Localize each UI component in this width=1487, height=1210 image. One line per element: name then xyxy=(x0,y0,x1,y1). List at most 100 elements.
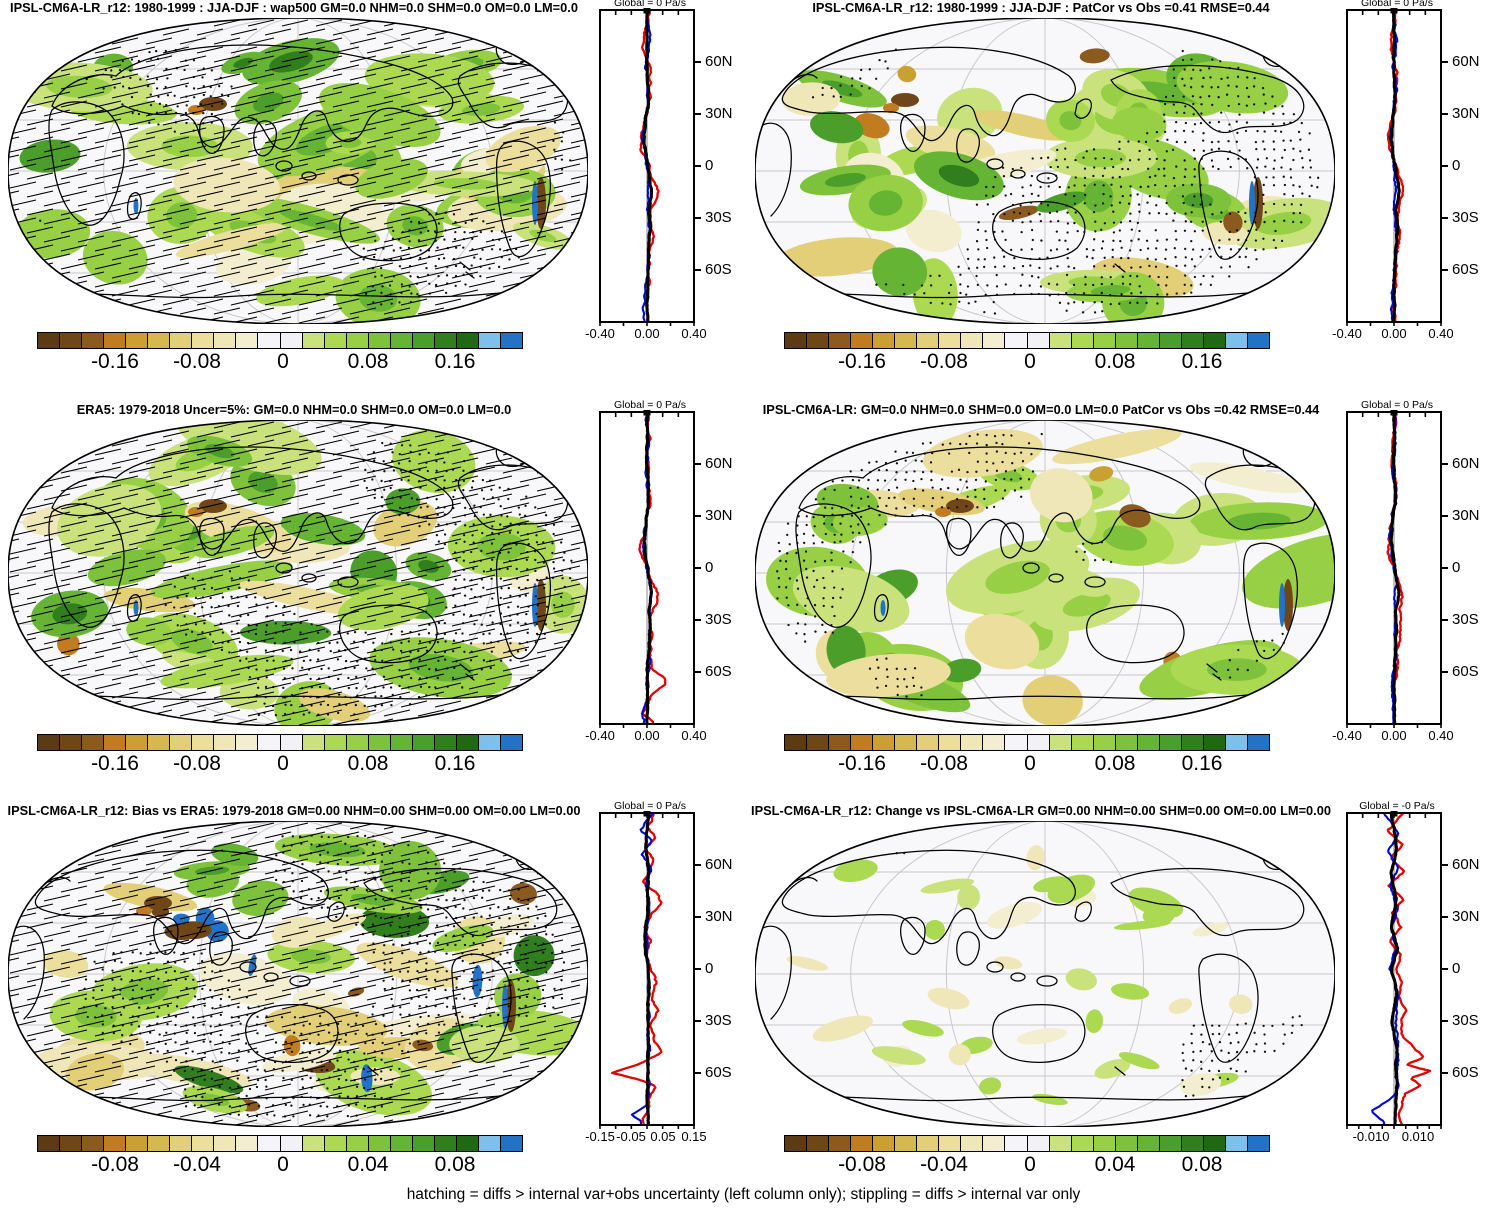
colorbar-cell xyxy=(499,734,524,751)
colorbar-cell xyxy=(1092,332,1116,349)
colorbar-cell xyxy=(411,332,435,349)
colorbar-tick-label: 0.16 xyxy=(434,752,476,775)
colorbar-cell xyxy=(323,1135,347,1152)
profile-axis-label: 0.00 xyxy=(1381,728,1407,743)
colorbar-cell xyxy=(257,734,281,751)
latitude-tick-label: 30S xyxy=(1452,209,1479,226)
colorbar-cell xyxy=(1158,1135,1182,1152)
colorbar-tick-label: 0.08 xyxy=(434,1153,476,1176)
zonal-mean-profile xyxy=(1346,811,1448,1129)
colorbar-cell xyxy=(916,734,940,751)
panel-bottom-right: IPSL-CM6A-LR_r12: Change vs IPSL-CM6A-LR… xyxy=(747,800,1487,1203)
colorbar-cell xyxy=(213,332,237,349)
colorbar-cell xyxy=(169,734,193,751)
colorbar-tick-label: 0 xyxy=(1024,350,1036,373)
colorbar-cell xyxy=(81,734,105,751)
latitude-tick-label: 60N xyxy=(705,455,733,472)
profile-axis-label: -0.15 xyxy=(585,1129,615,1144)
latitude-tick-label: 30N xyxy=(705,105,733,122)
colorbar-cell xyxy=(982,332,1006,349)
colorbar-cell xyxy=(1180,1135,1204,1152)
colorbar-cell xyxy=(784,332,808,349)
panel-middle-right: IPSL-CM6A-LR: GM=0.0 NHM=0.0 SHM=0.0 OM=… xyxy=(747,399,1487,802)
panel-title: IPSL-CM6A-LR: GM=0.0 NHM=0.0 SHM=0.0 OM=… xyxy=(762,402,1320,417)
colorbar-cell xyxy=(389,734,413,751)
colorbar-cell xyxy=(1026,332,1050,349)
colorbar-cell xyxy=(323,332,347,349)
colorbar-cell xyxy=(257,1135,281,1152)
profile-global-label: Global = 0 Pa/s xyxy=(1360,399,1434,411)
colorbar-cell xyxy=(301,1135,325,1152)
colorbar-cell xyxy=(806,332,830,349)
profile-axis-label: -0.40 xyxy=(1332,728,1362,743)
world-map xyxy=(755,821,1335,1127)
colorbar-tick-label: 0 xyxy=(277,1153,289,1176)
panel-top-left: IPSL-CM6A-LR_r12: 1980-1999 : JJA-DJF : … xyxy=(0,0,747,400)
zonal-mean-profile xyxy=(599,811,701,1129)
colorbar-cell xyxy=(169,332,193,349)
colorbar-cell xyxy=(169,1135,193,1152)
colorbar-cell xyxy=(279,734,303,751)
profile-axis-label: 0.010 xyxy=(1401,1129,1435,1144)
zonal-mean-profile xyxy=(599,410,701,728)
latitude-tick-label: 0 xyxy=(705,960,714,977)
colorbar-cell xyxy=(411,1135,435,1152)
colorbar-cell xyxy=(37,332,61,349)
colorbar-tick-label: -0.16 xyxy=(91,752,139,775)
colorbar-cell xyxy=(894,332,918,349)
colorbar-cell xyxy=(850,1135,874,1152)
colorbar-cell xyxy=(828,734,852,751)
colorbar-cell xyxy=(894,734,918,751)
colorbar-cell xyxy=(389,1135,413,1152)
colorbar-cell xyxy=(345,734,369,751)
profile-axis-label: 0.00 xyxy=(634,728,660,743)
colorbar-tick-label: 0.08 xyxy=(347,350,389,373)
colorbar-cell xyxy=(455,332,479,349)
profile-global-label: Global = 0 Pa/s xyxy=(1360,0,1434,9)
colorbar-cell xyxy=(455,734,479,751)
colorbar-cell xyxy=(477,734,501,751)
profile-global-label: Global = 0 Pa/s xyxy=(613,800,687,812)
colorbar-cell xyxy=(213,1135,237,1152)
latitude-tick-label: 60N xyxy=(1452,53,1480,70)
profile-axis-label: 0.00 xyxy=(1381,326,1407,341)
colorbar-tick-label: 0.16 xyxy=(1181,752,1223,775)
latitude-tick-label: 0 xyxy=(1452,559,1461,576)
colorbar-cell xyxy=(960,734,984,751)
colorbar-cell xyxy=(1092,734,1116,751)
colorbar-cell xyxy=(1026,734,1050,751)
panel-middle-left: ERA5: 1979-2018 Uncer=5%: GM=0.0 NHM=0.0… xyxy=(0,399,747,802)
colorbar-cell xyxy=(1224,1135,1248,1152)
colorbar-cell xyxy=(257,332,281,349)
latitude-tick-label: 0 xyxy=(1452,157,1461,174)
colorbar-cell xyxy=(1048,332,1072,349)
latitude-tick-label: 0 xyxy=(1452,960,1461,977)
colorbar-cell xyxy=(301,734,325,751)
profile-axis-label: 0.40 xyxy=(681,728,707,743)
colorbar-cell xyxy=(147,734,171,751)
colorbar-cell xyxy=(191,332,215,349)
world-map xyxy=(8,821,588,1127)
colorbar-cell xyxy=(1114,332,1138,349)
colorbar-tick-label: -0.08 xyxy=(173,350,221,373)
colorbar-tick-label: 0 xyxy=(1024,1153,1036,1176)
colorbar-cell xyxy=(345,332,369,349)
colorbar-tick-label: 0 xyxy=(1024,752,1036,775)
colorbar-cell xyxy=(147,332,171,349)
colorbar-cell xyxy=(125,1135,149,1152)
colorbar-cell xyxy=(103,332,127,349)
colorbar-tick-label: 0.16 xyxy=(434,350,476,373)
colorbar-cell xyxy=(411,734,435,751)
colorbar-cell xyxy=(1136,734,1160,751)
colorbar-cell xyxy=(1180,734,1204,751)
latitude-tick-label: 60N xyxy=(705,856,733,873)
latitude-tick-label: 30S xyxy=(705,209,732,226)
panel-title: IPSL-CM6A-LR_r12: 1980-1999 : JJA-DJF : … xyxy=(10,0,578,15)
colorbar-cell xyxy=(433,1135,457,1152)
colorbar-cell xyxy=(872,1135,896,1152)
colorbar-cell xyxy=(367,332,391,349)
colorbar-cell xyxy=(103,1135,127,1152)
panel-bottom-left: IPSL-CM6A-LR_r12: Bias vs ERA5: 1979-201… xyxy=(0,800,747,1203)
colorbar xyxy=(37,734,524,751)
